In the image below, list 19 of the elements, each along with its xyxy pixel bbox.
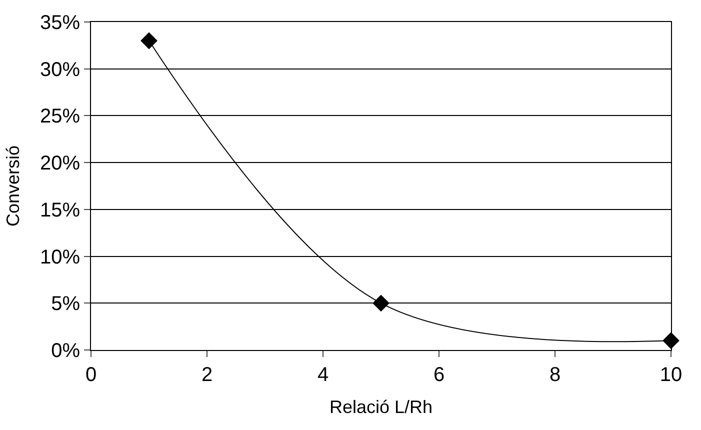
x-tick-label: 8	[549, 364, 561, 386]
y-tick-label: 10%	[40, 246, 80, 268]
point	[140, 32, 158, 50]
y-tick-label: 20%	[40, 152, 80, 175]
y-tick-label: 15%	[40, 199, 80, 222]
y-tick-label: 35%	[40, 12, 80, 34]
x-tick-label: 10	[660, 364, 682, 386]
x-tick-label: 6	[433, 364, 445, 386]
y-tick-label: 30%	[40, 58, 80, 81]
x-axis-title: Relació L/Rh	[329, 397, 433, 418]
point	[372, 294, 390, 312]
point	[662, 332, 680, 350]
y-tick-label: 5%	[51, 293, 80, 316]
y-tick-label: 25%	[40, 106, 80, 128]
y-tick-label: 0%	[51, 340, 80, 362]
x-tick-label: 4	[317, 364, 329, 386]
y-axis-title: Conversió	[3, 145, 24, 227]
x-tick-label: 0	[85, 364, 97, 386]
x-tick-label: 2	[201, 364, 213, 386]
